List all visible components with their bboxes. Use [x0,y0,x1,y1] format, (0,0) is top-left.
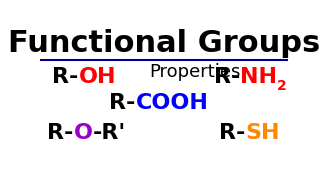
Text: R-: R- [109,93,136,113]
Text: Properties: Properties [149,63,241,81]
Text: COOH: COOH [136,93,209,113]
Text: R-: R- [214,67,240,87]
Text: -R': -R' [93,123,126,143]
Text: O: O [74,123,93,143]
Text: OH: OH [79,67,116,87]
Text: R-: R- [47,123,74,143]
Text: R-: R- [219,123,245,143]
Text: NH: NH [240,67,277,87]
Text: 2: 2 [277,79,287,93]
Text: Functional Groups: Functional Groups [8,28,320,58]
Text: R-: R- [52,67,79,87]
Text: SH: SH [245,123,279,143]
